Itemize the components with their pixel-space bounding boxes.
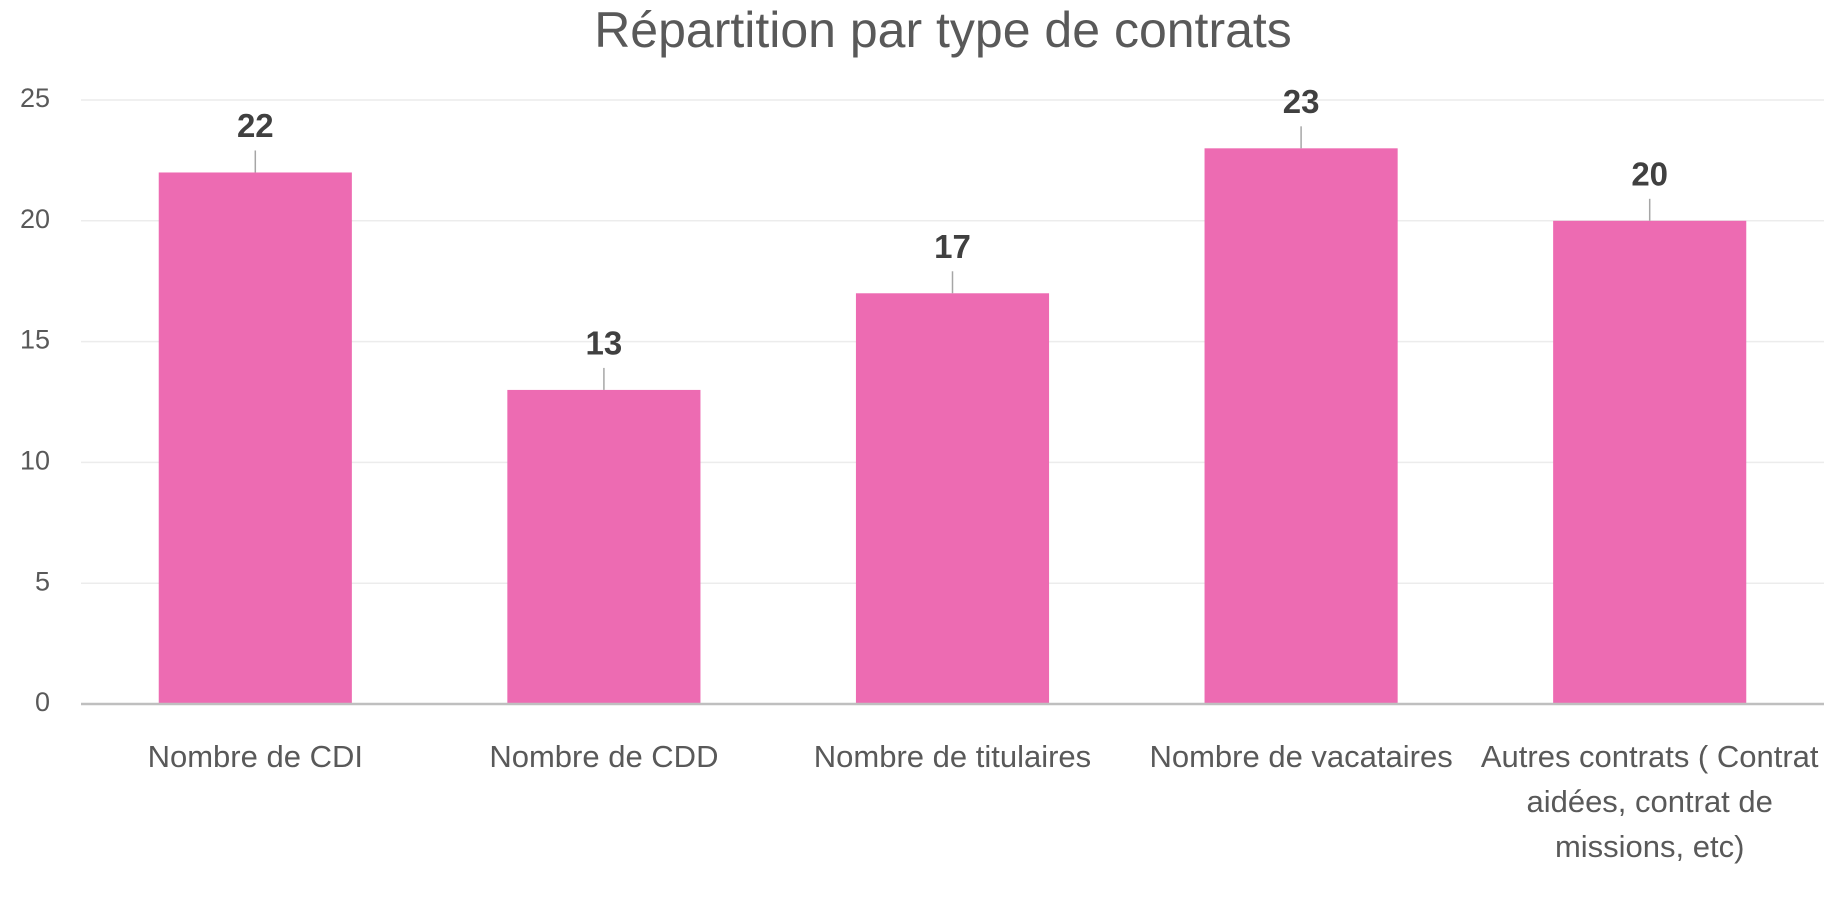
data-label: 20 xyxy=(1631,156,1668,193)
data-label: 23 xyxy=(1283,83,1320,120)
data-label: 22 xyxy=(237,107,274,144)
y-tick-label: 15 xyxy=(20,325,50,355)
data-label: 13 xyxy=(586,325,623,362)
y-tick-label: 0 xyxy=(35,687,50,717)
y-tick-label: 25 xyxy=(20,83,50,113)
y-tick-label: 10 xyxy=(20,446,50,476)
bar xyxy=(855,293,1050,704)
bar xyxy=(507,389,701,704)
x-tick-label: Autres contrats ( Contrat aidées, contra… xyxy=(1480,739,1819,864)
bar xyxy=(158,172,352,705)
chart-title: Répartition par type de contrats xyxy=(594,2,1292,58)
y-tick-label: 20 xyxy=(20,204,50,234)
x-tick-label: Nombre de titulaires xyxy=(813,739,1092,774)
bar xyxy=(1204,148,1398,704)
y-tick-label: 5 xyxy=(35,566,50,596)
x-tick-label: Nombre de CDD xyxy=(489,739,719,774)
x-tick-label: Nombre de CDI xyxy=(147,739,363,774)
data-label: 17 xyxy=(934,228,971,265)
bar xyxy=(1553,220,1747,705)
x-tick-label: Nombre de vacataires xyxy=(1149,739,1453,774)
